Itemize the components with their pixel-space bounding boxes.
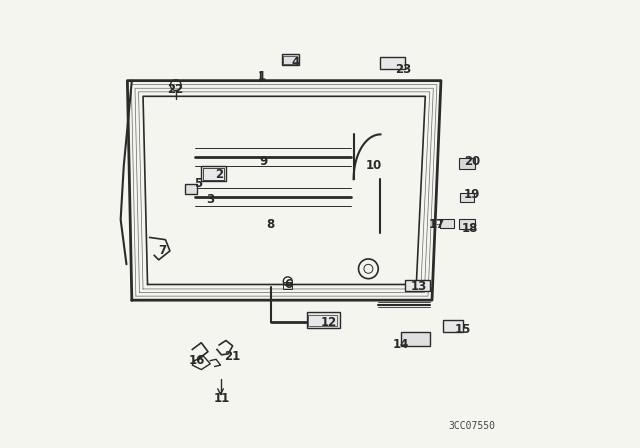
Text: 20: 20 [464, 155, 481, 168]
Text: 16: 16 [189, 354, 205, 367]
Text: 2: 2 [215, 168, 223, 181]
Text: 9: 9 [260, 155, 268, 168]
Bar [401, 332, 430, 346]
Bar [380, 57, 405, 69]
Text: 23: 23 [395, 63, 411, 76]
Text: 17: 17 [428, 217, 445, 231]
Text: 7: 7 [158, 244, 166, 258]
Text: 8: 8 [267, 217, 275, 231]
Bar [284, 56, 297, 64]
Text: 18: 18 [462, 222, 478, 235]
Bar [284, 282, 292, 289]
Bar [459, 158, 475, 169]
Bar [460, 193, 474, 202]
Text: 13: 13 [410, 280, 427, 293]
Bar [185, 184, 197, 194]
Text: 21: 21 [225, 349, 241, 363]
Bar [203, 168, 224, 180]
Text: 5: 5 [194, 177, 202, 190]
Bar [459, 219, 475, 229]
Text: 15: 15 [455, 323, 472, 336]
Text: 12: 12 [321, 316, 337, 329]
Bar [405, 280, 430, 291]
Text: 11: 11 [213, 392, 230, 405]
Text: 14: 14 [392, 338, 409, 352]
Text: 10: 10 [365, 159, 382, 172]
Text: 6: 6 [285, 278, 292, 291]
Text: 19: 19 [464, 188, 481, 202]
Bar [308, 315, 337, 326]
Text: 4: 4 [291, 56, 300, 69]
Text: 1: 1 [258, 69, 266, 83]
Bar [282, 54, 299, 65]
Bar [202, 166, 226, 181]
Bar [307, 312, 340, 328]
Text: 3CC07550: 3CC07550 [449, 421, 496, 431]
Bar [443, 320, 463, 332]
Text: 3: 3 [206, 193, 214, 206]
Text: 22: 22 [168, 83, 184, 96]
Bar [440, 219, 454, 228]
